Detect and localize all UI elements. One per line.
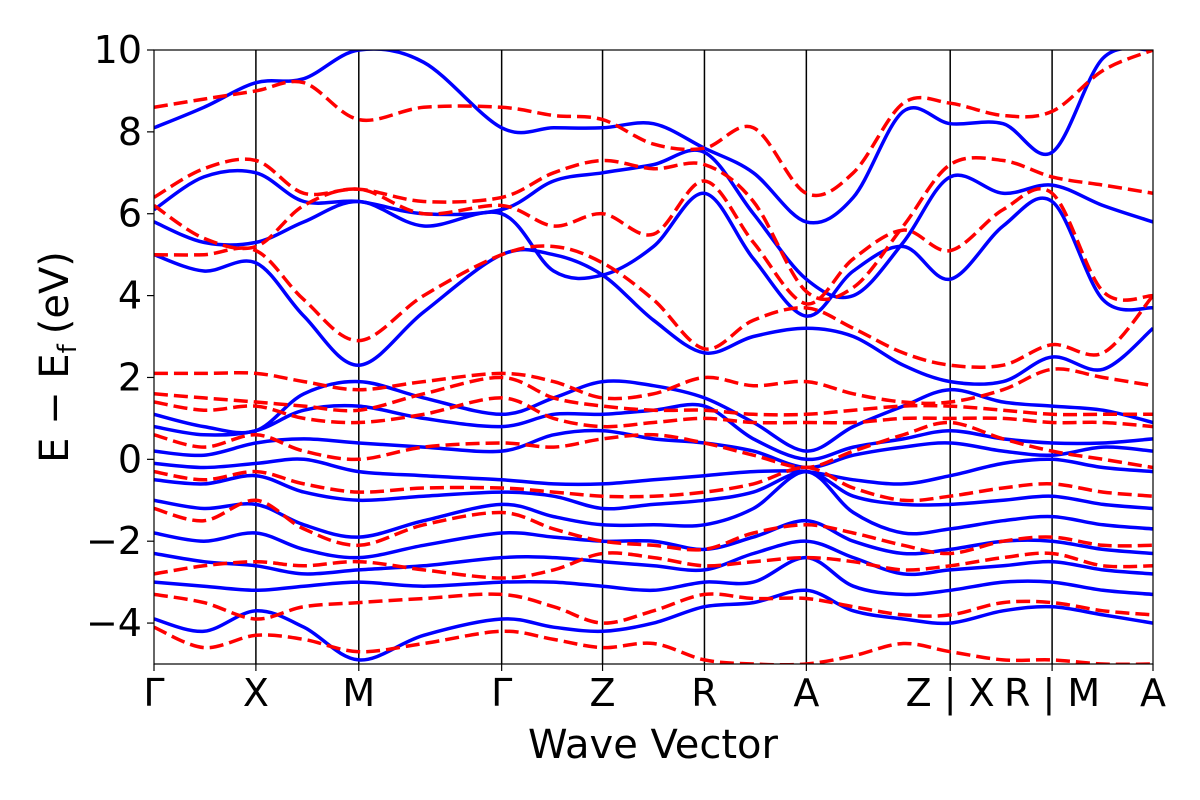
y-tick-label: 10: [94, 28, 142, 72]
band-line-dashed: [154, 465, 1153, 503]
band-line-dashed: [154, 244, 1153, 369]
band-line-solid: [154, 457, 1153, 487]
x-tick-label: R: [691, 671, 717, 715]
band-line-dashed: [154, 155, 1153, 302]
x-tick-label: Z | X: [906, 671, 995, 716]
band-line-solid: [154, 428, 1153, 470]
y-tick-label: 8: [118, 110, 142, 154]
band-line-solid: [154, 539, 1153, 577]
x-axis-title: Wave Vector: [528, 722, 779, 768]
y-axis-ticks: −4 −2 0 2 4 6 8 10: [86, 28, 154, 645]
band-line-dashed: [154, 367, 1153, 406]
band-line-dashed: [154, 396, 1153, 429]
x-tick-label: R | M: [1004, 671, 1100, 716]
band-line-dashed: [154, 498, 1153, 556]
band-line-dashed: [154, 592, 1153, 625]
band-line-dashed: [154, 420, 1153, 470]
y-tick-label: 2: [118, 355, 142, 399]
band-line-dashed: [154, 551, 1153, 580]
x-tick-label: Z: [590, 671, 616, 715]
band-line-dashed: [154, 625, 1153, 664]
x-tick-label: A: [793, 671, 819, 715]
plot-background: [154, 50, 1153, 664]
band-line-dashed: [154, 179, 1153, 306]
x-tick-label: X: [243, 671, 269, 715]
x-tick-label: Γ: [491, 671, 512, 715]
band-line-solid: [154, 469, 1153, 511]
band-line-dashed: [154, 50, 1153, 198]
band-line-solid: [154, 50, 1153, 225]
y-tick-label: 4: [118, 274, 142, 318]
band-line-solid: [154, 191, 1153, 318]
y-axis-title: E − Ef (eV): [32, 251, 83, 463]
x-tick-label: A: [1140, 671, 1166, 715]
band-lines: [154, 50, 1153, 664]
y-tick-label: −2: [86, 519, 142, 563]
y-tick-label: 0: [118, 437, 142, 481]
y-tick-label: −4: [86, 601, 142, 645]
band-line-solid: [154, 555, 1153, 597]
y-tick-label: 6: [118, 192, 142, 236]
band-line-solid: [154, 247, 1153, 386]
band-line-solid: [154, 518, 1153, 560]
x-tick-label: Γ: [143, 671, 164, 715]
band-line-solid: [154, 469, 1153, 539]
band-line-solid: [154, 588, 1153, 662]
x-tick-label: M: [342, 671, 375, 715]
y-axis-title-units: (eV): [32, 251, 78, 334]
band-line-dashed: [154, 375, 1153, 417]
y-axis-title-subscript: f: [53, 343, 83, 353]
plot-frame: [153, 49, 1154, 665]
y-axis-title-main: E − E: [32, 353, 78, 463]
